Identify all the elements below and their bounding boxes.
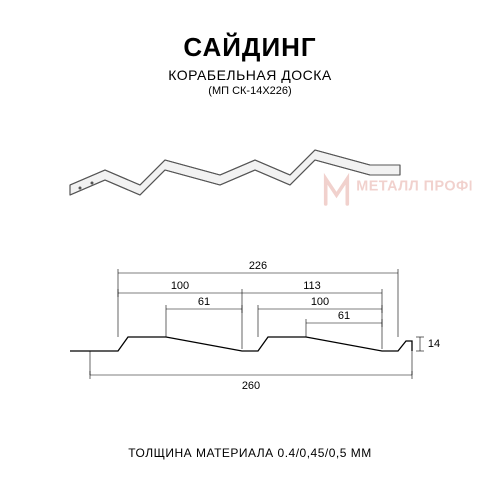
dim-seg-100a: 100 <box>171 280 189 292</box>
watermark-text: МЕТАЛЛ ПРОФИЛЬ <box>356 179 471 195</box>
product-title: САЙДИНГ <box>0 32 500 63</box>
dim-seg-100b: 100 <box>311 296 329 308</box>
dim-seg-61b: 61 <box>338 310 350 322</box>
dim-total-width: 260 <box>242 380 260 392</box>
header: САЙДИНГ КОРАБЕЛЬНАЯ ДОСКА (МП СК-14Х226) <box>0 0 500 97</box>
technical-drawing: 226 100 113 61 100 61 14 260 <box>50 255 450 415</box>
brand-watermark: МЕТАЛЛ ПРОФИЛЬ <box>319 168 472 222</box>
product-subtitle: КОРАБЕЛЬНАЯ ДОСКА <box>0 67 500 83</box>
dim-seg-61a: 61 <box>198 296 210 308</box>
footer-thickness: ТОЛЩИНА МАТЕРИАЛА 0.4/0,45/0,5 ММ <box>0 446 500 460</box>
dim-usable-width: 226 <box>249 260 267 272</box>
dim-height: 14 <box>428 338 440 350</box>
product-model: (МП СК-14Х226) <box>0 85 500 97</box>
dim-seg-113: 113 <box>303 280 321 292</box>
